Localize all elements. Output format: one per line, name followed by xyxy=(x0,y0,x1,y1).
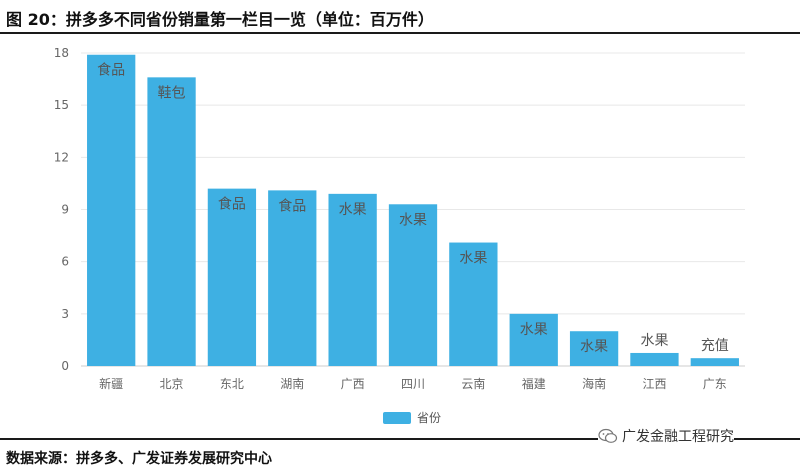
y-tick-label: 12 xyxy=(54,150,69,164)
legend-label: 省份 xyxy=(417,411,441,425)
bar-data-label: 水果 xyxy=(339,202,367,218)
bar xyxy=(147,77,196,366)
y-tick-label: 6 xyxy=(61,255,69,269)
x-tick-label: 东北 xyxy=(220,377,244,391)
source-note: 数据来源：拼多多、广发证券发展研究中心 xyxy=(6,451,272,467)
x-axis-ticks: 新疆 北京 东北 湖南 广西 四川 云南 福建 海南 江西 广东 xyxy=(99,376,727,391)
x-tick-label: 广东 xyxy=(703,377,727,391)
x-tick-label: 四川 xyxy=(401,377,425,391)
x-tick-label: 云南 xyxy=(461,376,485,391)
footer: 数据来源：拼多多、广发证券发展研究中心 xyxy=(0,438,800,473)
bar-data-label: 食品 xyxy=(218,196,246,213)
bar xyxy=(268,190,317,366)
bar-data-label: 水果 xyxy=(640,333,668,349)
bar xyxy=(388,204,438,366)
x-tick-label: 海南 xyxy=(582,376,606,391)
bar-data-label: 水果 xyxy=(399,212,427,228)
bars xyxy=(87,54,739,366)
y-tick-label: 18 xyxy=(54,46,69,60)
bar xyxy=(630,352,679,366)
legend-swatch xyxy=(383,412,411,424)
bar-data-label: 水果 xyxy=(459,251,487,267)
bar-data-label: 水果 xyxy=(520,322,548,338)
x-tick-label: 新疆 xyxy=(99,376,123,391)
watermark-text: 广发金融工程研究 xyxy=(622,429,734,445)
legend: 省份 xyxy=(383,411,441,425)
x-tick-label: 江西 xyxy=(642,377,666,391)
y-tick-label: 9 xyxy=(61,203,69,217)
bar xyxy=(449,242,498,366)
bar xyxy=(328,193,377,366)
x-tick-label: 福建 xyxy=(522,376,546,391)
bar xyxy=(207,188,257,366)
y-axis-ticks: 0 3 6 9 12 15 18 xyxy=(54,46,69,373)
x-tick-label: 北京 xyxy=(160,377,184,391)
bar-data-label: 充值 xyxy=(701,338,729,354)
bar-data-label: 水果 xyxy=(580,339,608,355)
x-tick-label: 广西 xyxy=(341,377,365,391)
bar xyxy=(509,313,558,366)
title-bar: 图 20：拼多多不同省份销量第一栏目一览（单位：百万件） xyxy=(0,0,800,34)
x-tick-label: 湖南 xyxy=(280,376,304,391)
y-tick-label: 0 xyxy=(61,359,69,373)
y-tick-label: 15 xyxy=(54,98,69,112)
watermark: 广发金融工程研究 xyxy=(598,426,734,446)
bar-data-label: 鞋包 xyxy=(158,85,186,101)
chart-title: 图 20：拼多多不同省份销量第一栏目一览（单位：百万件） xyxy=(6,10,434,29)
bar-data-label: 食品 xyxy=(278,197,306,214)
bar xyxy=(569,331,619,366)
bar-data-label: 食品 xyxy=(97,62,125,79)
bar xyxy=(87,54,136,366)
y-tick-label: 3 xyxy=(61,307,69,321)
chart-area: 0 3 6 9 12 15 18 食品 鞋包 食品 食品 水果 水果 水果 水果 水果 水果 充值 新疆 北京 东北… xyxy=(0,36,800,436)
wechat-icon xyxy=(598,428,618,443)
bar xyxy=(690,358,739,366)
